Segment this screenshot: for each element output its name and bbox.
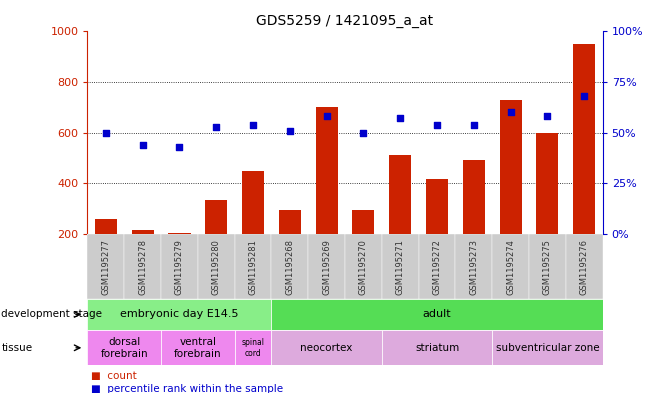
Bar <box>235 234 272 299</box>
Bar <box>345 234 382 299</box>
Text: GSM1195270: GSM1195270 <box>359 239 368 295</box>
Bar <box>492 330 603 365</box>
Bar <box>316 107 338 234</box>
Bar <box>566 234 603 299</box>
Text: GSM1195272: GSM1195272 <box>433 239 441 295</box>
Bar <box>235 330 272 365</box>
Point <box>100 129 111 136</box>
Bar <box>529 234 566 299</box>
Bar <box>272 299 603 330</box>
Bar <box>198 234 235 299</box>
Title: GDS5259 / 1421095_a_at: GDS5259 / 1421095_a_at <box>257 14 434 28</box>
Bar <box>87 234 124 299</box>
Text: adult: adult <box>422 309 452 320</box>
Text: dorsal
forebrain: dorsal forebrain <box>100 337 148 358</box>
Text: GSM1195268: GSM1195268 <box>285 239 294 295</box>
Text: GSM1195275: GSM1195275 <box>543 239 552 295</box>
Bar <box>382 234 419 299</box>
Text: subventricular zone: subventricular zone <box>496 343 599 353</box>
Bar <box>205 200 227 234</box>
Text: striatum: striatum <box>415 343 459 353</box>
Bar <box>492 234 529 299</box>
Bar <box>272 330 382 365</box>
Text: GSM1195276: GSM1195276 <box>580 239 589 295</box>
Point <box>321 113 332 119</box>
Bar <box>161 330 235 365</box>
Text: GSM1195271: GSM1195271 <box>396 239 405 295</box>
Bar <box>426 180 448 234</box>
Text: ■  count: ■ count <box>91 371 137 382</box>
Bar <box>132 230 154 234</box>
Bar <box>500 100 522 234</box>
Point <box>432 121 442 128</box>
Text: ventral
forebrain: ventral forebrain <box>174 337 222 358</box>
Bar <box>463 160 485 234</box>
Bar <box>95 219 117 234</box>
Text: GSM1195280: GSM1195280 <box>212 239 221 295</box>
Point <box>211 123 222 130</box>
Bar <box>87 299 272 330</box>
Bar <box>537 132 559 234</box>
Text: spinal
cord: spinal cord <box>242 338 264 358</box>
Point <box>469 121 479 128</box>
Text: ■  percentile rank within the sample: ■ percentile rank within the sample <box>91 384 283 393</box>
Bar <box>272 234 308 299</box>
Bar <box>308 234 345 299</box>
Bar <box>419 234 456 299</box>
Text: neocortex: neocortex <box>301 343 353 353</box>
Text: embryonic day E14.5: embryonic day E14.5 <box>121 309 238 320</box>
Point <box>542 113 553 119</box>
Point <box>174 144 185 150</box>
Text: GSM1195281: GSM1195281 <box>249 239 257 295</box>
Text: GSM1195273: GSM1195273 <box>469 239 478 295</box>
Bar <box>456 234 492 299</box>
Bar <box>124 234 161 299</box>
Text: GSM1195278: GSM1195278 <box>138 239 147 295</box>
Point <box>579 93 590 99</box>
Bar <box>242 171 264 234</box>
Bar <box>161 234 198 299</box>
Bar <box>353 210 375 234</box>
Point <box>395 115 406 121</box>
Text: GSM1195277: GSM1195277 <box>101 239 110 295</box>
Point <box>248 121 259 128</box>
Point <box>137 141 148 148</box>
Point <box>505 109 516 116</box>
Bar <box>573 44 596 234</box>
Bar <box>382 330 492 365</box>
Text: tissue: tissue <box>1 343 32 353</box>
Bar <box>168 233 191 234</box>
Bar <box>279 210 301 234</box>
Bar <box>87 330 161 365</box>
Text: GSM1195279: GSM1195279 <box>175 239 184 295</box>
Text: GSM1195274: GSM1195274 <box>506 239 515 295</box>
Point <box>358 129 369 136</box>
Text: development stage: development stage <box>1 309 102 320</box>
Text: GSM1195269: GSM1195269 <box>322 239 331 295</box>
Point <box>284 127 295 134</box>
Bar <box>389 155 411 234</box>
